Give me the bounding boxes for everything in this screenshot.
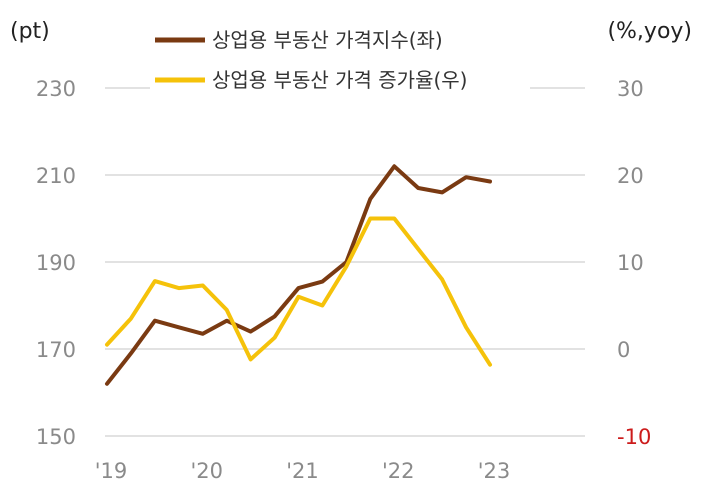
right-tick-label: -10: [617, 425, 651, 449]
right-tick-label: 30: [617, 77, 644, 101]
left-axis-ticks: 150 170 190 210 230: [36, 77, 76, 449]
left-axis-unit: (pt): [10, 19, 50, 44]
left-tick-label: 210: [36, 164, 76, 188]
x-tick-label: '21: [286, 459, 319, 483]
legend: 상업용 부동산 가격지수(좌) 상업용 부동산 가격 증가율(우): [150, 20, 530, 100]
series-line-growth-rate: [105, 216, 492, 367]
legend-label-growth-rate: 상업용 부동산 가격 증가율(우): [212, 68, 467, 92]
left-tick-label: 170: [36, 338, 76, 362]
series-line-price-index: [105, 164, 492, 386]
left-tick-label: 190: [36, 251, 76, 275]
x-axis-ticks: '19 '20 '21 '22 '23: [95, 459, 511, 483]
right-tick-label: 0: [617, 338, 630, 362]
right-axis-ticks: -10 0 10 20 30: [617, 77, 651, 449]
left-tick-label: 150: [36, 425, 76, 449]
x-tick-label: '23: [478, 459, 511, 483]
x-tick-label: '22: [382, 459, 415, 483]
right-tick-label: 20: [617, 164, 644, 188]
legend-label-price-index: 상업용 부동산 가격지수(좌): [212, 28, 443, 52]
series-lines: [105, 164, 492, 386]
right-tick-label: 10: [617, 251, 644, 275]
left-tick-label: 230: [36, 77, 76, 101]
right-axis-unit: (%,yoy): [607, 19, 692, 44]
x-tick-label: '20: [191, 459, 224, 483]
legend-background: [150, 20, 530, 100]
x-tick-label: '19: [95, 459, 128, 483]
